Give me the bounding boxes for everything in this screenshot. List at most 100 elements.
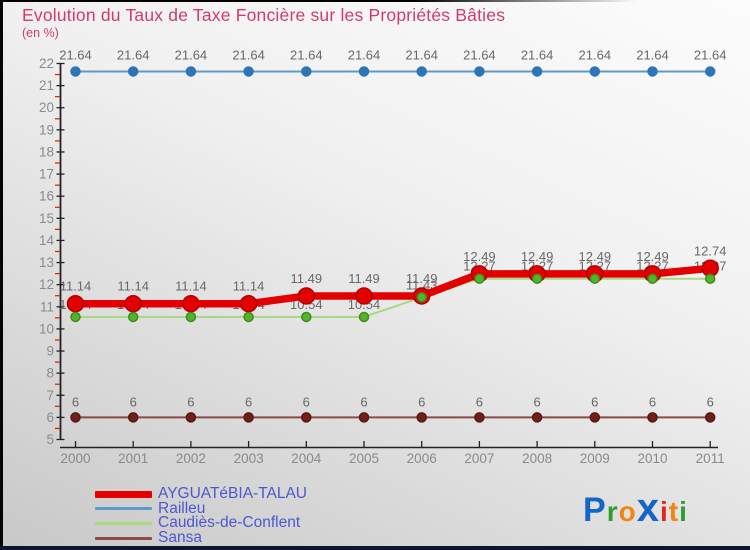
point-label: 11.14 [233, 279, 265, 294]
y-tick-label: 12 [39, 277, 54, 292]
y-tick-label: 17 [39, 167, 54, 182]
x-tick-label: 2005 [349, 451, 379, 466]
data-point [589, 273, 601, 284]
logo-letter: i [659, 496, 669, 527]
data-point [647, 66, 658, 77]
top-border [0, 0, 750, 2]
point-label: 21.64 [117, 47, 150, 62]
data-point [182, 294, 200, 313]
y-tick-label: 14 [39, 233, 55, 248]
data-point [416, 66, 427, 77]
logo-letter: r [606, 496, 619, 527]
point-label: 21.64 [405, 47, 438, 62]
point-label: 12.49 [521, 249, 554, 264]
y-tick-label: 16 [39, 189, 54, 204]
data-point [531, 66, 543, 77]
y-tick-label: 10 [39, 321, 54, 336]
x-tick-label: 2002 [176, 451, 206, 466]
x-tick-label: 2006 [407, 451, 437, 466]
x-tick-label: 2011 [696, 451, 725, 466]
data-point [124, 294, 142, 313]
data-point [358, 311, 370, 323]
point-label: 11.14 [175, 279, 207, 294]
y-tick-label: 8 [46, 366, 54, 381]
series-line [74, 277, 712, 318]
point-label: 21.64 [463, 47, 496, 62]
legend-swatch-railleu [95, 507, 152, 511]
point-label: 21.64 [175, 47, 208, 62]
y-tick-label: 22 [39, 56, 54, 71]
data-point [704, 273, 716, 284]
point-label: 11.49 [348, 271, 380, 286]
logo-letter: i [679, 496, 688, 527]
series-line [71, 264, 714, 308]
point-label: 6 [303, 394, 310, 409]
point-label: 21.64 [348, 47, 381, 62]
legend-item-ayguatebia: AYGUATéBIA-TALAU [95, 486, 307, 502]
x-tick-label: 2003 [234, 451, 264, 466]
data-point [243, 66, 254, 77]
x-tick-label: 2008 [522, 451, 552, 466]
data-point [70, 311, 81, 323]
data-point [589, 66, 601, 77]
legend-swatch-sansa [95, 536, 152, 540]
point-label: 12.49 [636, 249, 669, 264]
point-label: 11.43 [406, 277, 438, 292]
line-chart: 5 6 7 8 9 10 11 12 13 14 15 16 17 18 19 20 21 22 2000 2001 2… [39, 47, 727, 466]
legend-item-sansa: Sansa [95, 528, 307, 546]
y-tick-label: 15 [39, 211, 54, 226]
point-label: 6 [245, 394, 252, 409]
point-label: 6 [707, 394, 714, 409]
data-point [358, 66, 370, 77]
data-point [301, 311, 312, 323]
data-point [704, 66, 716, 77]
data-point [531, 412, 543, 423]
data-point [127, 66, 139, 77]
point-label: 6 [72, 394, 79, 409]
data-point [185, 311, 197, 323]
point-label: 11.49 [406, 271, 438, 286]
point-label: 6 [649, 394, 656, 409]
page-title: Evolution du Taux de Taxe Foncière sur l… [22, 5, 506, 25]
legend-label-sansa: Sansa [158, 528, 202, 546]
point-label: 12.49 [579, 249, 612, 264]
legend-label-railleu: Railleu [158, 499, 206, 517]
point-label: 6 [130, 394, 137, 409]
data-point [704, 412, 716, 423]
y-tick-label: 19 [39, 122, 54, 137]
y-tick-label: 20 [39, 100, 54, 115]
data-point [185, 66, 197, 77]
x-tick-label: 2009 [580, 451, 610, 466]
data-point [474, 412, 485, 423]
data-point [66, 294, 85, 313]
x-tick-label: 2000 [60, 451, 90, 466]
point-label: 6 [418, 394, 425, 409]
y-tick-label: 7 [46, 388, 54, 403]
point-label: 21.64 [232, 47, 265, 62]
left-border [0, 0, 3, 550]
point-label: 21.64 [579, 47, 612, 62]
data-point [474, 273, 485, 284]
point-label: 6 [360, 394, 367, 409]
bottom-bar [0, 546, 750, 550]
x-tick-label: 2010 [637, 451, 667, 466]
legend-label-caudies: Caudiès-de-Conflent [158, 514, 301, 532]
point-label: 6 [591, 394, 598, 409]
data-point [474, 66, 485, 77]
data-point [358, 412, 370, 423]
data-point [297, 287, 316, 305]
logo-letter: t [668, 496, 680, 527]
y-tick-label: 21 [39, 78, 54, 93]
point-label: 6 [533, 394, 540, 409]
data-point [589, 412, 601, 423]
data-point [243, 311, 254, 323]
point-label: 11.14 [117, 279, 149, 294]
legend-swatch-ayguatebia [95, 490, 152, 498]
point-label: 21.64 [694, 47, 727, 62]
data-point [127, 412, 139, 423]
logo-letter: x [636, 486, 660, 530]
data-point [243, 412, 254, 423]
point-label: 21.64 [636, 47, 669, 62]
